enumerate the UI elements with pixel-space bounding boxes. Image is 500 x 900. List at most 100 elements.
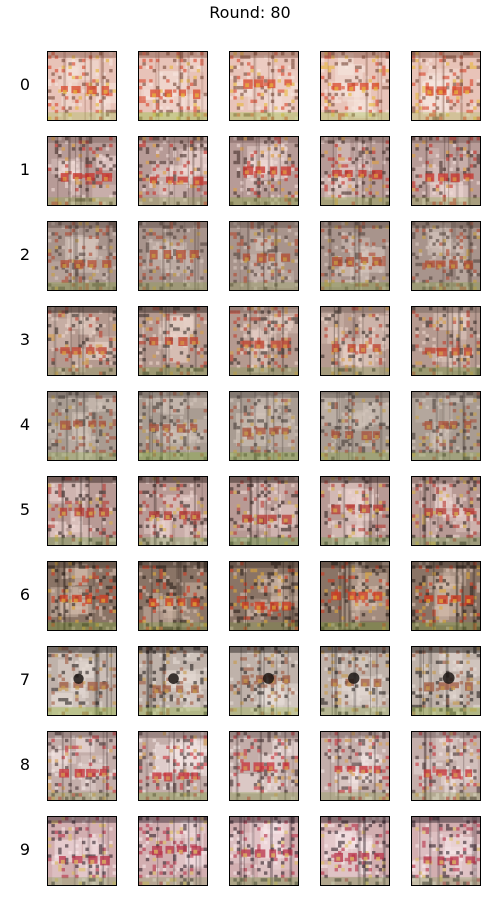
sample-tile bbox=[138, 561, 208, 631]
row-label: 3 bbox=[19, 330, 31, 349]
sample-tile bbox=[411, 306, 481, 376]
sample-image bbox=[412, 52, 480, 120]
sample-tile bbox=[229, 221, 299, 291]
sample-image bbox=[230, 647, 298, 715]
sample-tile bbox=[138, 221, 208, 291]
sample-image bbox=[48, 307, 116, 375]
sample-image bbox=[321, 817, 389, 885]
sample-image bbox=[230, 137, 298, 205]
sample-image bbox=[139, 817, 207, 885]
sample-tile bbox=[138, 136, 208, 206]
sample-image bbox=[48, 817, 116, 885]
sample-tile bbox=[47, 136, 117, 206]
sample-tile bbox=[138, 646, 208, 716]
sample-image bbox=[321, 222, 389, 290]
sample-image bbox=[48, 52, 116, 120]
sample-tile bbox=[229, 731, 299, 801]
sample-image bbox=[48, 477, 116, 545]
sample-tile bbox=[411, 561, 481, 631]
sample-tile bbox=[411, 816, 481, 886]
sample-image bbox=[321, 392, 389, 460]
sample-tile bbox=[229, 391, 299, 461]
sample-tile bbox=[411, 391, 481, 461]
sample-image bbox=[321, 562, 389, 630]
row-label: 4 bbox=[19, 415, 31, 434]
sample-image bbox=[48, 562, 116, 630]
sample-image bbox=[230, 52, 298, 120]
sample-image bbox=[230, 222, 298, 290]
sample-tile bbox=[229, 476, 299, 546]
sample-tile bbox=[138, 476, 208, 546]
sample-image bbox=[412, 392, 480, 460]
sample-tile bbox=[320, 136, 390, 206]
sample-tile bbox=[320, 731, 390, 801]
sample-image bbox=[48, 732, 116, 800]
sample-tile bbox=[229, 136, 299, 206]
sample-tile bbox=[320, 561, 390, 631]
sample-tile bbox=[229, 51, 299, 121]
sample-image bbox=[412, 647, 480, 715]
sample-tile bbox=[138, 731, 208, 801]
sample-image bbox=[139, 137, 207, 205]
sample-tile bbox=[229, 816, 299, 886]
sample-tile bbox=[47, 816, 117, 886]
sample-tile bbox=[47, 306, 117, 376]
sample-tile bbox=[411, 51, 481, 121]
row-label: 9 bbox=[19, 840, 31, 859]
sample-tile bbox=[411, 731, 481, 801]
sample-image bbox=[230, 392, 298, 460]
sample-tile bbox=[47, 391, 117, 461]
sample-tile bbox=[138, 306, 208, 376]
sample-image bbox=[412, 137, 480, 205]
sample-image bbox=[139, 52, 207, 120]
sample-image bbox=[412, 817, 480, 885]
sample-tile bbox=[411, 476, 481, 546]
sample-tile bbox=[320, 51, 390, 121]
sample-image bbox=[139, 647, 207, 715]
sample-image bbox=[139, 222, 207, 290]
sample-tile bbox=[229, 646, 299, 716]
sample-image bbox=[48, 137, 116, 205]
sample-tile bbox=[320, 476, 390, 546]
sample-tile bbox=[47, 51, 117, 121]
sample-tile bbox=[320, 306, 390, 376]
sample-tile bbox=[320, 646, 390, 716]
sample-image bbox=[139, 562, 207, 630]
sample-tile bbox=[138, 391, 208, 461]
sample-image bbox=[230, 817, 298, 885]
sample-image bbox=[230, 732, 298, 800]
row-label: 5 bbox=[19, 500, 31, 519]
sample-tile bbox=[320, 221, 390, 291]
sample-image bbox=[321, 137, 389, 205]
sample-image bbox=[412, 222, 480, 290]
sample-image bbox=[230, 562, 298, 630]
sample-image bbox=[230, 307, 298, 375]
sample-tile bbox=[47, 561, 117, 631]
sample-image bbox=[321, 732, 389, 800]
sample-image bbox=[412, 477, 480, 545]
sample-tile bbox=[138, 51, 208, 121]
sample-image bbox=[48, 222, 116, 290]
sample-image bbox=[139, 477, 207, 545]
sample-image bbox=[139, 732, 207, 800]
sample-image bbox=[321, 52, 389, 120]
sample-tile bbox=[229, 306, 299, 376]
sample-image bbox=[321, 477, 389, 545]
sample-tile bbox=[411, 136, 481, 206]
figure-title: Round: 80 bbox=[209, 3, 291, 22]
sample-image bbox=[48, 647, 116, 715]
sample-image bbox=[321, 647, 389, 715]
sample-tile bbox=[47, 221, 117, 291]
sample-image bbox=[321, 307, 389, 375]
row-label: 6 bbox=[19, 585, 31, 604]
sample-tile bbox=[138, 816, 208, 886]
sample-image bbox=[139, 392, 207, 460]
row-label: 7 bbox=[19, 670, 31, 689]
sample-image bbox=[412, 307, 480, 375]
sample-image bbox=[139, 307, 207, 375]
sample-tile bbox=[411, 221, 481, 291]
row-label: 8 bbox=[19, 755, 31, 774]
sample-image bbox=[412, 562, 480, 630]
sample-tile bbox=[229, 561, 299, 631]
sample-image bbox=[48, 392, 116, 460]
